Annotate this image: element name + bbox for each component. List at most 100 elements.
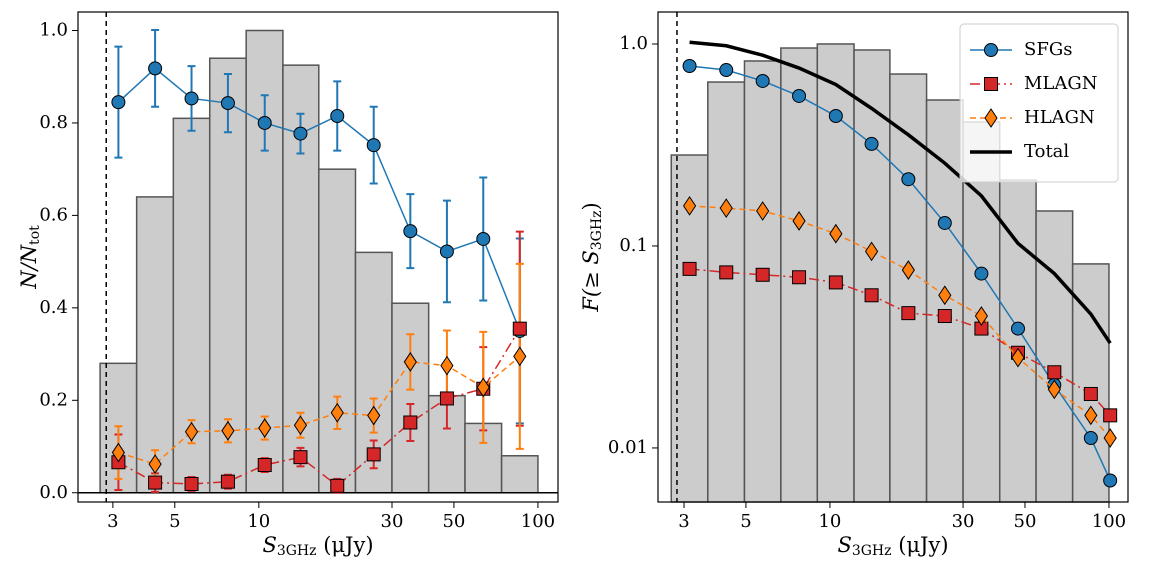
x-axis-label-rest: (μJy) bbox=[317, 533, 374, 557]
marker bbox=[330, 402, 344, 423]
legend-box bbox=[959, 23, 1119, 183]
marker bbox=[1010, 321, 1025, 336]
marker bbox=[1083, 386, 1098, 401]
marker bbox=[974, 306, 989, 326]
marker bbox=[221, 420, 235, 441]
marker bbox=[403, 415, 418, 430]
marker bbox=[220, 474, 235, 489]
marker bbox=[756, 201, 770, 221]
marker bbox=[293, 126, 308, 141]
marker bbox=[439, 391, 454, 406]
marker bbox=[984, 77, 998, 91]
x-tick-label: 30 bbox=[381, 511, 404, 532]
marker bbox=[293, 450, 308, 465]
x-axis-label-rest: (μJy) bbox=[892, 533, 949, 557]
y-axis-label-main: N/N bbox=[17, 244, 41, 289]
marker bbox=[682, 59, 697, 74]
x-axis-label-main: S bbox=[837, 533, 851, 557]
marker bbox=[476, 377, 490, 398]
marker bbox=[864, 288, 879, 303]
x-axis-label-sub: 3GHz bbox=[852, 543, 892, 559]
marker bbox=[403, 352, 417, 372]
marker bbox=[293, 415, 308, 436]
y-tick-label: 0.2 bbox=[39, 389, 68, 410]
series-line bbox=[118, 355, 521, 465]
y-tick-label: 0.8 bbox=[39, 112, 68, 133]
marker bbox=[184, 476, 199, 491]
marker bbox=[1047, 365, 1062, 380]
legend-label: Total bbox=[1024, 141, 1069, 162]
marker bbox=[901, 260, 915, 280]
histogram-bar bbox=[500, 455, 539, 494]
marker bbox=[1084, 405, 1098, 426]
marker bbox=[366, 138, 381, 153]
y-axis-label-sub: tot bbox=[27, 225, 43, 245]
y-tick-label: 0.6 bbox=[39, 204, 68, 225]
marker bbox=[682, 195, 697, 216]
axes-frame bbox=[77, 11, 559, 503]
histogram-bar bbox=[889, 73, 928, 503]
marker bbox=[682, 261, 697, 276]
marker bbox=[330, 109, 345, 124]
y-axis-label-rest: ) bbox=[579, 202, 603, 210]
x-tick-label: 3 bbox=[678, 511, 689, 532]
y-tick-label: 1.0 bbox=[39, 19, 68, 40]
marker bbox=[403, 224, 418, 239]
legend-label: SFGs bbox=[1024, 39, 1072, 60]
x-tick-label: 50 bbox=[1014, 511, 1037, 532]
legend: SFGs MLAGN HLAGN Total bbox=[959, 23, 1119, 183]
marker bbox=[864, 241, 879, 262]
marker bbox=[864, 136, 879, 151]
x-tick-label: 5 bbox=[740, 511, 751, 532]
y-axis-label: F(≥ S3GHz) bbox=[579, 202, 606, 312]
marker bbox=[148, 61, 163, 76]
marker bbox=[258, 418, 272, 438]
marker bbox=[1011, 347, 1025, 368]
y-tick-label: 0.01 bbox=[608, 437, 648, 458]
marker bbox=[984, 43, 998, 57]
marker bbox=[1103, 428, 1117, 448]
marker bbox=[513, 346, 527, 367]
marker bbox=[719, 63, 734, 78]
marker bbox=[901, 172, 916, 187]
marker bbox=[829, 223, 843, 244]
y-axis-label-sub: 3GHz bbox=[589, 211, 605, 251]
marker bbox=[367, 405, 381, 426]
marker bbox=[220, 96, 235, 111]
x-axis-label: S3GHz (μJy) bbox=[262, 533, 373, 560]
marker bbox=[1047, 379, 1061, 400]
marker bbox=[792, 270, 807, 285]
marker bbox=[440, 355, 454, 376]
marker bbox=[148, 475, 163, 490]
histogram-bar bbox=[391, 302, 430, 494]
marker bbox=[184, 91, 199, 106]
axes-frame bbox=[657, 11, 1129, 503]
marker bbox=[439, 244, 454, 259]
x-tick-label: 100 bbox=[521, 511, 555, 532]
legend-label: HLAGN bbox=[1024, 107, 1095, 128]
marker bbox=[755, 267, 770, 282]
marker bbox=[974, 266, 989, 281]
marker bbox=[257, 115, 272, 130]
histogram-bar bbox=[707, 81, 746, 503]
marker bbox=[792, 88, 807, 103]
x-tick-label: 100 bbox=[1092, 511, 1126, 532]
marker bbox=[512, 321, 527, 336]
marker bbox=[257, 458, 272, 473]
marker bbox=[828, 109, 843, 124]
marker bbox=[1083, 431, 1098, 446]
marker bbox=[937, 309, 952, 324]
marker bbox=[828, 275, 843, 290]
histogram-bar bbox=[318, 168, 357, 494]
legend-label: MLAGN bbox=[1024, 73, 1098, 94]
y-axis-label-main: F(≥ S bbox=[579, 250, 603, 312]
marker bbox=[719, 265, 734, 280]
marker bbox=[755, 73, 770, 88]
marker bbox=[937, 215, 952, 230]
histogram-bar bbox=[853, 49, 891, 503]
histogram-bar bbox=[1035, 210, 1074, 503]
x-tick-label: 10 bbox=[818, 511, 841, 532]
marker bbox=[184, 421, 199, 442]
y-tick-label: 0.0 bbox=[39, 482, 68, 503]
